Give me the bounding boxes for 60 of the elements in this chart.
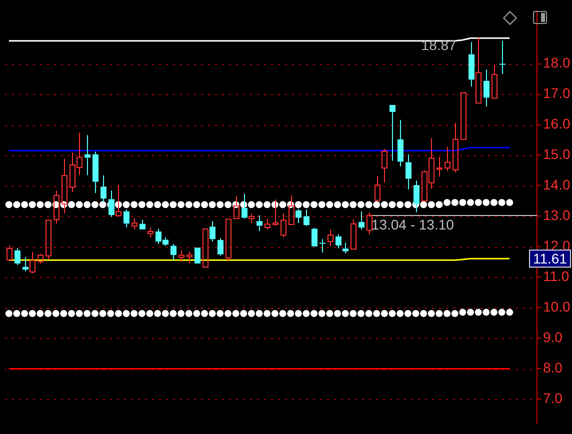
ref-line-label: 13.04 - 13.10 (371, 216, 454, 232)
candlestick (140, 219, 146, 230)
candlestick (452, 122, 458, 173)
candlestick (170, 243, 176, 261)
candlestick (358, 210, 364, 230)
candlestick (256, 214, 262, 232)
candlestick (406, 154, 412, 190)
candlestick (62, 158, 68, 214)
candlestick (226, 218, 232, 262)
y-tick-label: 11.0 (543, 268, 570, 284)
candlestick (288, 194, 294, 225)
candlestick (304, 209, 310, 226)
candlestick (476, 36, 482, 104)
y-tick-label: 10.0 (543, 298, 570, 315)
y-tick-label: 16.0 (543, 116, 570, 132)
candlestick (436, 156, 442, 178)
candlestick (210, 220, 216, 242)
candlestick (218, 238, 224, 256)
candlestick (444, 146, 450, 172)
candlestick (320, 238, 326, 254)
candlestick (296, 208, 302, 224)
candlestick (108, 190, 114, 218)
candlestick (38, 253, 44, 264)
y-tick-label: 8.0 (543, 360, 563, 376)
candlestick (22, 256, 28, 272)
y-tick-label: 17.0 (543, 85, 570, 102)
y-tick-label: 15.0 (543, 146, 570, 162)
candlestick (328, 229, 334, 247)
candlestick (30, 251, 36, 274)
candlestick (242, 193, 248, 220)
candlestick (92, 151, 98, 194)
candlestick (500, 40, 506, 74)
annotation: 18.87 (421, 37, 457, 54)
candlestick (398, 119, 404, 168)
candlestick (484, 69, 490, 107)
candlestick (14, 247, 20, 266)
y-tick-label: 9.0 (543, 329, 563, 346)
candlestick (280, 212, 286, 238)
candlestick (272, 198, 278, 226)
y-tick-label: 13.0 (543, 207, 570, 224)
candlestick (374, 176, 380, 201)
y-tick-label: 18.0 (543, 54, 570, 71)
y-tick-label: 14.0 (543, 176, 570, 193)
candlestick (178, 250, 184, 262)
annotation: 11.61 (533, 250, 568, 266)
candlestick (124, 209, 130, 228)
candlestick (234, 196, 240, 220)
candlestick (132, 218, 138, 230)
candlestick (54, 190, 60, 224)
candlestick (186, 251, 192, 264)
candlestick (468, 42, 474, 88)
candlestick (492, 64, 498, 99)
candlestick (390, 104, 396, 162)
candlestick (414, 180, 420, 213)
candlestick (350, 218, 356, 250)
candlestick (148, 227, 154, 238)
candlestick (382, 148, 388, 184)
y-tick-label: 7.0 (543, 390, 563, 406)
candlestick (342, 242, 348, 254)
candlestick (336, 234, 342, 249)
